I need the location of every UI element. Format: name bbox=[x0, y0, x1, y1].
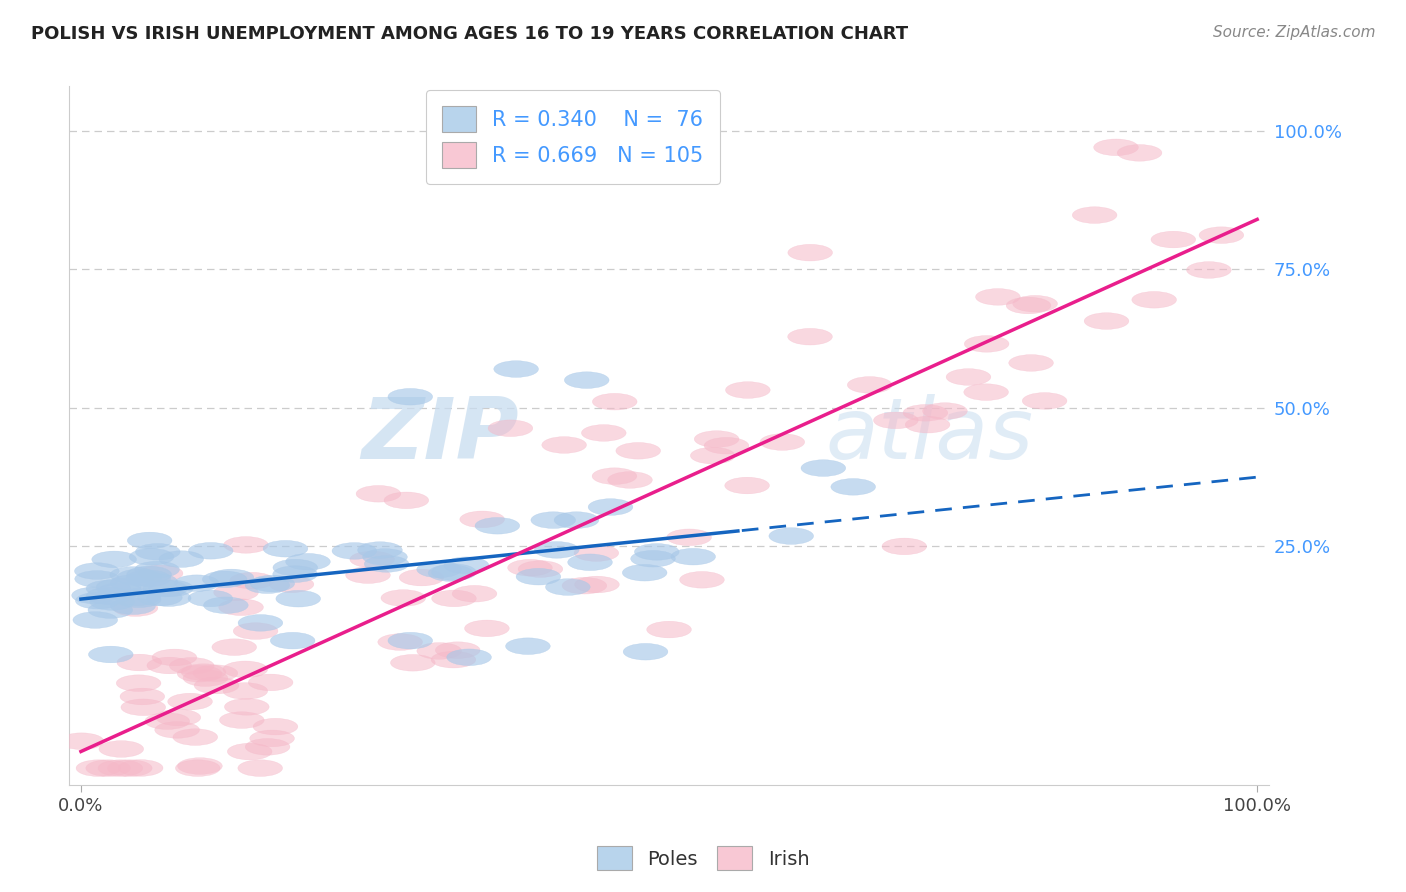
Text: ZIP: ZIP bbox=[361, 394, 519, 477]
Text: POLISH VS IRISH UNEMPLOYMENT AMONG AGES 16 TO 19 YEARS CORRELATION CHART: POLISH VS IRISH UNEMPLOYMENT AMONG AGES … bbox=[31, 25, 908, 43]
Legend: R = 0.340    N =  76, R = 0.669   N = 105: R = 0.340 N = 76, R = 0.669 N = 105 bbox=[426, 90, 720, 185]
Text: Source: ZipAtlas.com: Source: ZipAtlas.com bbox=[1212, 25, 1375, 40]
Legend: Poles, Irish: Poles, Irish bbox=[589, 838, 817, 878]
Text: atlas: atlas bbox=[825, 394, 1033, 477]
